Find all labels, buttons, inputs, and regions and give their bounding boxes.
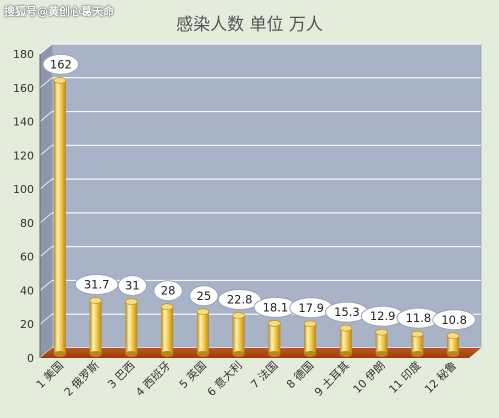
- bar: [268, 323, 281, 354]
- plot-background: [51, 43, 482, 349]
- bar-base: [268, 351, 281, 357]
- y-tick-label: 0: [27, 352, 34, 365]
- x-tick-label: 5 英国: [176, 358, 209, 391]
- data-label: 11.8: [406, 311, 432, 325]
- bar-top: [268, 320, 281, 327]
- bar: [125, 301, 138, 354]
- bar-base: [53, 351, 66, 357]
- data-label: 18.1: [263, 300, 289, 314]
- gridline-side: [39, 313, 53, 325]
- gridline-side: [39, 246, 53, 258]
- x-tick-label: 2 俄罗斯: [62, 359, 102, 399]
- data-label: 31.7: [84, 277, 110, 291]
- y-tick-label: 140: [13, 116, 34, 129]
- y-tick-label: 20: [20, 318, 34, 331]
- x-tick-label: 12 秘鲁: [421, 358, 459, 396]
- bar: [304, 323, 317, 354]
- bar-base: [411, 351, 424, 357]
- x-tick-label: 7 法国: [248, 358, 281, 391]
- gridline-side: [39, 77, 53, 89]
- bar-top: [232, 312, 245, 319]
- bar-base: [375, 351, 388, 357]
- data-label-bubble: [153, 280, 183, 302]
- y-tick-label: 60: [20, 251, 34, 264]
- bar: [161, 306, 174, 354]
- bar-top: [411, 330, 424, 338]
- data-label: 162: [50, 57, 72, 71]
- bar: [89, 300, 102, 354]
- x-tick-label: 6 意大利: [204, 358, 245, 399]
- x-tick-label: 10 伊朗: [351, 359, 388, 396]
- data-label: 28: [161, 284, 176, 298]
- gridline-side: [39, 178, 53, 190]
- gridline-side: [39, 111, 53, 122]
- y-tick-label: 120: [13, 149, 34, 162]
- bar-top: [339, 324, 353, 332]
- watermark: 搜狐号@黄创心葛天命: [4, 5, 114, 18]
- bar: [196, 311, 209, 354]
- chart-floor: [40, 348, 481, 358]
- chart-title: 感染人数 单位 万人: [176, 15, 323, 35]
- data-label: 31: [125, 279, 140, 293]
- gridline-side: [39, 43, 53, 55]
- bar-base: [196, 351, 209, 357]
- bar-top: [303, 320, 317, 328]
- y-tick-label: 80: [20, 217, 34, 230]
- x-tick-label: 11 印度: [386, 358, 424, 396]
- y-tick-label: 40: [20, 284, 34, 297]
- gridline-side: [39, 212, 53, 224]
- bar-base: [89, 351, 102, 357]
- data-label: 17.9: [298, 301, 324, 315]
- bar-base: [339, 351, 352, 357]
- bar: [411, 334, 424, 354]
- bar-top: [196, 308, 210, 316]
- data-label: 10.8: [441, 313, 467, 327]
- x-tick-label: 4 西班牙: [133, 359, 173, 399]
- bar: [447, 335, 460, 354]
- bar-top: [125, 298, 138, 305]
- bar: [339, 328, 352, 354]
- bar-top: [89, 297, 102, 304]
- gridline-side: [39, 280, 53, 291]
- bar-top: [160, 303, 174, 311]
- x-tick-label: 8 德国: [283, 358, 316, 391]
- bar-base: [304, 351, 317, 357]
- x-tick-label: 3 巴西: [105, 359, 137, 391]
- data-label-bubble: [42, 53, 80, 75]
- bar-top: [53, 77, 67, 84]
- y-tick-label: 180: [13, 48, 34, 61]
- y-tick-label: 160: [13, 82, 34, 95]
- bar: [53, 80, 66, 355]
- bar-top: [446, 332, 460, 340]
- data-label-bubble: [117, 275, 148, 297]
- data-label: 15.3: [334, 305, 360, 319]
- bar-base: [125, 351, 138, 357]
- x-tick-label: 9 土耳其: [312, 359, 352, 399]
- data-label: 12.9: [370, 309, 396, 323]
- bar: [375, 332, 388, 354]
- bar-base: [232, 351, 245, 357]
- data-label-bubble: [432, 309, 477, 331]
- gridline-side: [39, 144, 53, 156]
- data-label: 22.8: [227, 292, 253, 306]
- bar-top: [375, 328, 388, 336]
- data-label: 25: [197, 289, 212, 303]
- y-tick-label: 100: [13, 183, 34, 196]
- bar-base: [161, 351, 174, 357]
- x-tick-label: 1 美国: [34, 359, 66, 391]
- data-label-bubble: [189, 285, 219, 307]
- bar-base: [447, 351, 460, 357]
- bar: [232, 315, 245, 354]
- side-wall: [40, 44, 52, 358]
